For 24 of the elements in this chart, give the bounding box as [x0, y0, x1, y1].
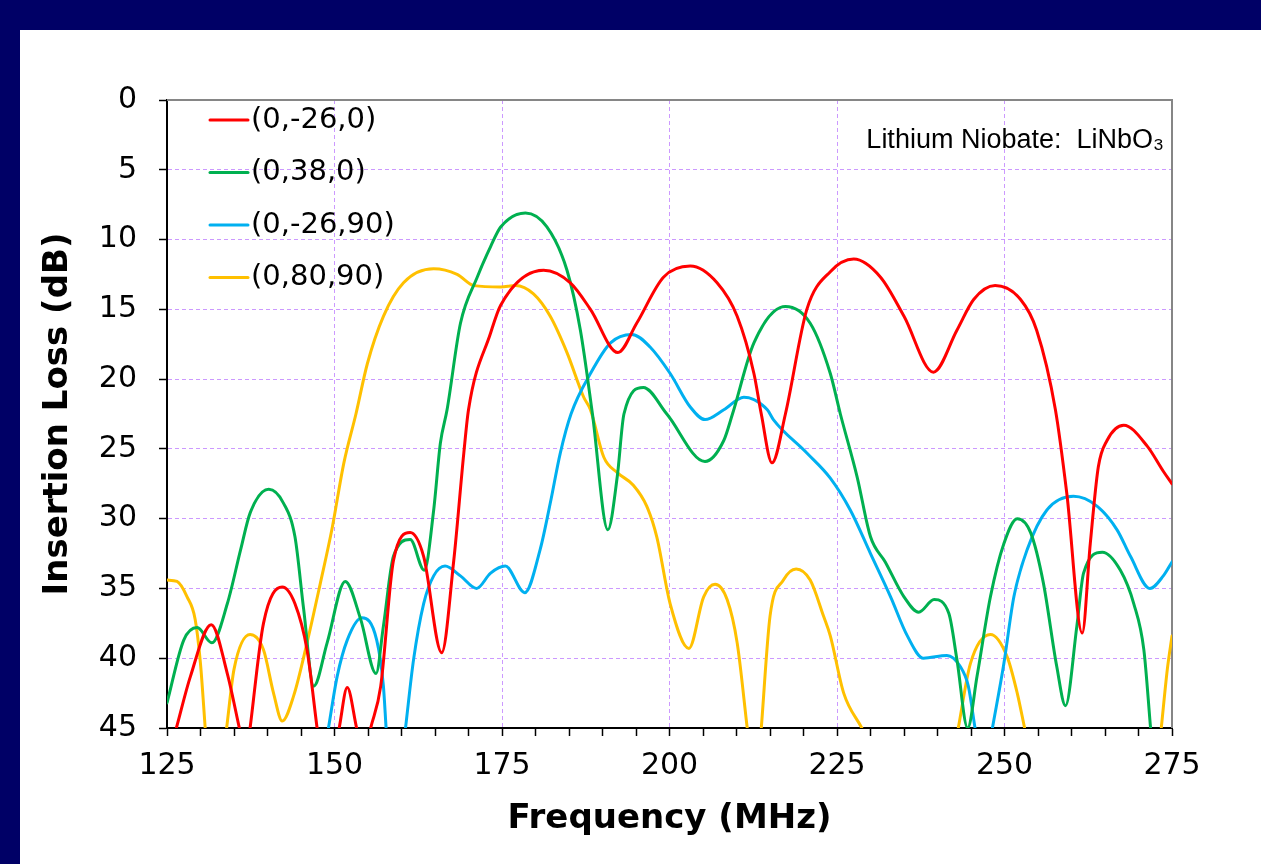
y-tick-label: 0: [117, 79, 137, 115]
x-tick-label: 225: [808, 745, 866, 781]
y-tick-label: 45: [98, 707, 137, 743]
x-tick-label: 200: [640, 745, 699, 781]
x-tick-label: 175: [473, 745, 531, 781]
y-tick-label: 15: [98, 289, 137, 325]
y-tick-label: 30: [98, 498, 137, 534]
legend-label: (0,-26,0): [251, 100, 377, 135]
y-tick-label: 25: [98, 428, 137, 464]
legend-label: (0,-26,90): [251, 205, 395, 240]
legend-label: (0,80,90): [251, 258, 385, 293]
y-tick-label: 35: [98, 568, 137, 604]
x-axis-title: Frequency (MHz): [507, 796, 832, 837]
x-tick-label: 250: [975, 745, 1034, 781]
y-axis-title: Insertion Loss (dB): [35, 232, 76, 596]
x-tick-label: 150: [305, 745, 364, 781]
x-tick-label: 275: [1143, 745, 1201, 781]
y-tick-label: 5: [117, 149, 137, 185]
x-tick-label: 125: [138, 745, 196, 781]
y-tick-label: 20: [98, 358, 137, 394]
legend-label: (0,38,0): [251, 153, 366, 188]
y-tick-label: 10: [98, 219, 137, 255]
annotation: Lithium Niobate: LiNbO₃: [866, 124, 1164, 154]
y-tick-label: 40: [98, 638, 137, 674]
